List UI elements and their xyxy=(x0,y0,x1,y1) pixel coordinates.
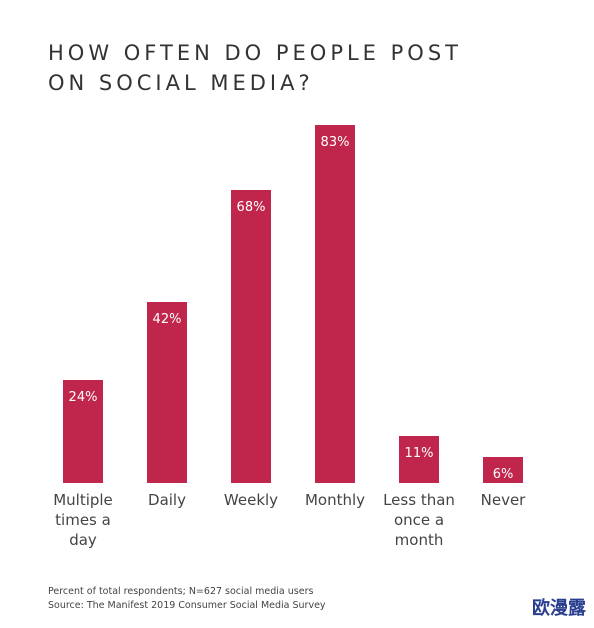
bar xyxy=(147,301,187,483)
value-label: 24% xyxy=(68,389,98,405)
watermark: 欧漫露 xyxy=(532,598,586,619)
x-tick-label: Less than once a month xyxy=(383,491,455,549)
value-label: 42% xyxy=(152,311,182,327)
bar xyxy=(63,379,103,483)
value-label: 11% xyxy=(404,445,434,461)
bar xyxy=(231,189,271,483)
bar xyxy=(315,125,355,483)
value-label: 6% xyxy=(492,467,514,483)
x-tick-label: Multiple times a day xyxy=(53,491,113,549)
note: Source: The Manifest 2019 Consumer Socia… xyxy=(48,600,326,611)
chart-title: HOW OFTEN DO PEOPLE POST ON SOCIAL MEDIA… xyxy=(48,41,462,95)
value-label: 83% xyxy=(320,135,350,151)
x-tick-label: Weekly xyxy=(223,491,279,509)
x-tick-label: Monthly xyxy=(304,491,366,509)
x-tick-label: Daily xyxy=(148,491,186,509)
bar xyxy=(399,435,439,483)
note: Percent of total respondents; N=627 soci… xyxy=(48,586,314,597)
bar xyxy=(483,457,523,483)
x-tick-label: Never xyxy=(480,491,526,509)
value-label: 68% xyxy=(236,199,266,215)
